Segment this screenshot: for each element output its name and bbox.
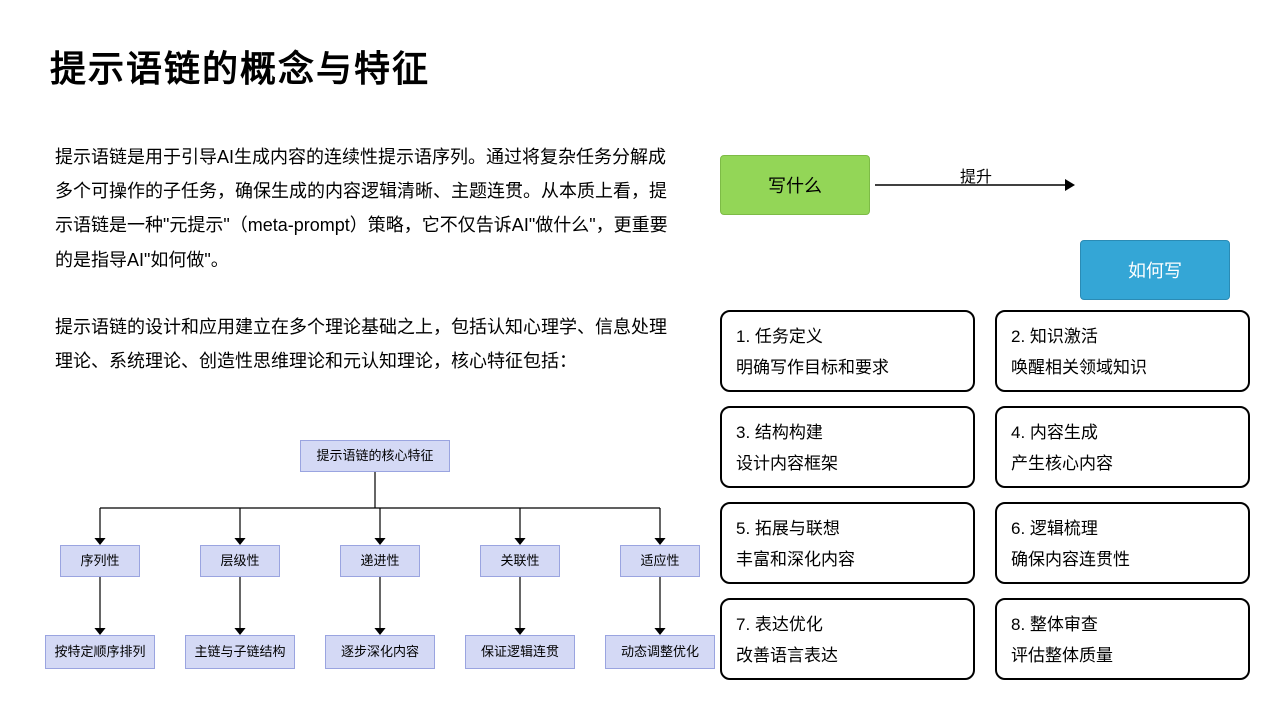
paragraph-2: 提示语链的设计和应用建立在多个理论基础之上，包括认知心理学、信息处理理论、系统理… — [55, 310, 675, 378]
tree-node: 动态调整优化 — [605, 635, 715, 669]
tree-node: 层级性 — [200, 545, 280, 577]
page-title: 提示语链的概念与特征 — [50, 40, 430, 92]
step-card-title: 8. 整体审查 — [1011, 610, 1234, 635]
step-card-desc: 唤醒相关领域知识 — [1011, 353, 1234, 378]
features-tree: 提示语链的核心特征序列性按特定顺序排列 层级性主链与子链结构 递进性逐步深化内容 关联… — [45, 440, 705, 700]
step-card-desc: 改善语言表达 — [736, 641, 959, 666]
step-card-desc: 确保内容连贯性 — [1011, 545, 1234, 570]
step-card-desc: 明确写作目标和要求 — [736, 353, 959, 378]
step-card-8: 8. 整体审查评估整体质量 — [995, 598, 1250, 680]
step-card-title: 7. 表达优化 — [736, 610, 959, 635]
tree-node: 关联性 — [480, 545, 560, 577]
step-card-title: 2. 知识激活 — [1011, 322, 1234, 347]
step-card-2: 2. 知识激活唤醒相关领域知识 — [995, 310, 1250, 392]
step-card-desc: 丰富和深化内容 — [736, 545, 959, 570]
steps-grid: 1. 任务定义明确写作目标和要求2. 知识激活唤醒相关领域知识3. 结构构建设计… — [720, 310, 1250, 680]
step-card-desc: 产生核心内容 — [1011, 449, 1234, 474]
flow-node-left: 写什么 — [720, 155, 870, 215]
tree-node: 按特定顺序排列 — [45, 635, 155, 669]
step-card-1: 1. 任务定义明确写作目标和要求 — [720, 310, 975, 392]
step-card-title: 1. 任务定义 — [736, 322, 959, 347]
tree-node: 保证逻辑连贯 — [465, 635, 575, 669]
paragraph-1: 提示语链是用于引导AI生成内容的连续性提示语序列。通过将复杂任务分解成多个可操作… — [55, 140, 675, 277]
step-card-title: 6. 逻辑梳理 — [1011, 514, 1234, 539]
step-card-6: 6. 逻辑梳理确保内容连贯性 — [995, 502, 1250, 584]
tree-node: 序列性 — [60, 545, 140, 577]
step-card-title: 3. 结构构建 — [736, 418, 959, 443]
step-card-title: 4. 内容生成 — [1011, 418, 1234, 443]
tree-node: 主链与子链结构 — [185, 635, 295, 669]
flow-arrow-label: 提升 — [960, 163, 992, 187]
step-card-4: 4. 内容生成产生核心内容 — [995, 406, 1250, 488]
step-card-7: 7. 表达优化改善语言表达 — [720, 598, 975, 680]
flow-node-right: 如何写 — [1080, 240, 1230, 300]
tree-node: 适应性 — [620, 545, 700, 577]
tree-node: 提示语链的核心特征 — [300, 440, 450, 472]
tree-node: 递进性 — [340, 545, 420, 577]
step-card-3: 3. 结构构建设计内容框架 — [720, 406, 975, 488]
tree-node: 逐步深化内容 — [325, 635, 435, 669]
step-card-desc: 评估整体质量 — [1011, 641, 1234, 666]
step-card-title: 5. 拓展与联想 — [736, 514, 959, 539]
flow-diagram: 写什么 提升 如何写 — [720, 155, 1240, 235]
step-card-5: 5. 拓展与联想丰富和深化内容 — [720, 502, 975, 584]
step-card-desc: 设计内容框架 — [736, 449, 959, 474]
